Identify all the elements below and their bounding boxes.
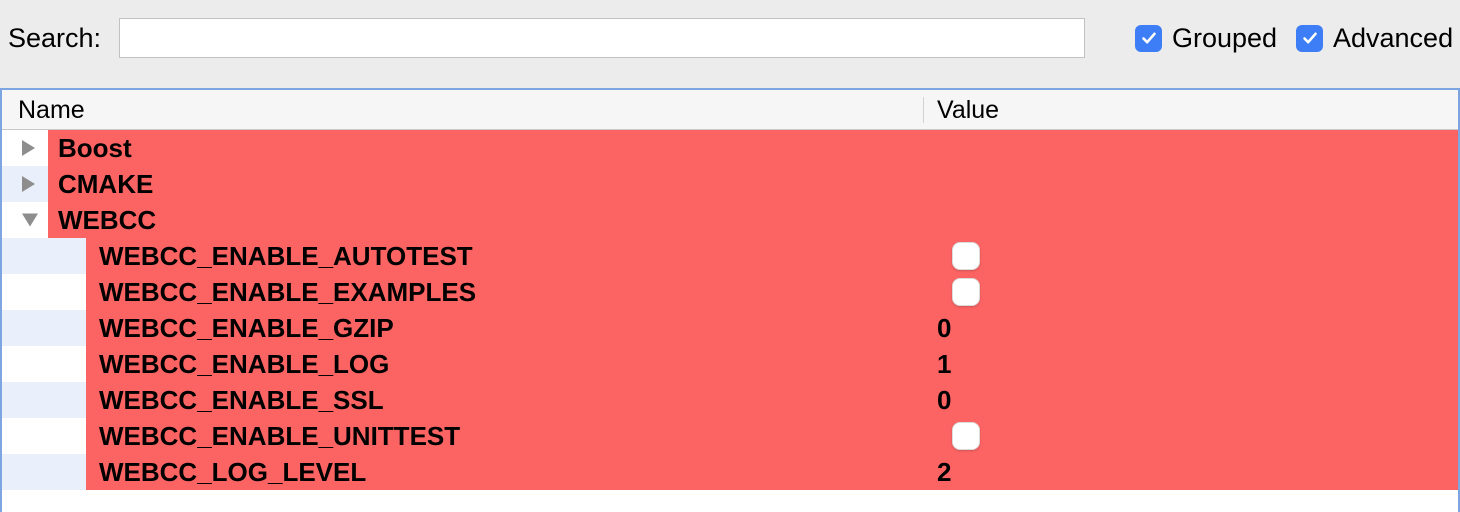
row-highlight-band: WEBCC_ENABLE_UNITTEST [86, 418, 1458, 454]
value-text[interactable]: 0 [937, 385, 952, 415]
row-indent-gutter [2, 454, 86, 490]
variable-row[interactable]: WEBCC_ENABLE_SSL 0 [2, 382, 1458, 418]
expand-triangle-icon[interactable] [22, 176, 35, 192]
group-row[interactable]: CMAKE [2, 166, 1458, 202]
variable-name: WEBCC_ENABLE_SSL [99, 384, 384, 415]
search-label: Search: [8, 22, 102, 53]
row-highlight-band: WEBCC_ENABLE_GZIP [86, 310, 1458, 346]
variable-row[interactable]: WEBCC_ENABLE_EXAMPLES [2, 274, 1458, 310]
variable-row[interactable]: WEBCC_ENABLE_AUTOTEST [2, 238, 1458, 274]
variable-name: WEBCC_ENABLE_EXAMPLES [99, 276, 477, 307]
column-header-value[interactable]: Value [937, 96, 1000, 124]
group-row[interactable]: Boost [2, 130, 1458, 166]
variable-name: WEBCC_ENABLE_AUTOTEST [99, 240, 473, 271]
row-indent-gutter [2, 346, 86, 382]
row-indent-gutter [2, 382, 86, 418]
row-highlight-band: Boost [48, 130, 1458, 166]
table-header: Name Value [2, 90, 1458, 130]
variable-name: WEBCC_ENABLE_UNITTEST [99, 420, 461, 451]
row-indent-gutter [2, 418, 86, 454]
value-text[interactable]: 1 [937, 349, 952, 379]
search-toolbar: Search: Grouped Advanced [0, 0, 1460, 88]
row-highlight-band: WEBCC_ENABLE_SSL [86, 382, 1458, 418]
expand-triangle-icon[interactable] [22, 140, 35, 156]
advanced-checkbox[interactable] [1296, 24, 1323, 52]
cache-variables-table: Name Value Boost CMAKE WEBCC WEBCC_ENABLE_A… [0, 88, 1460, 512]
table-body: Boost CMAKE WEBCC WEBCC_ENABLE_AUTOTEST WEBC… [2, 130, 1458, 512]
group-name: CMAKE [58, 168, 154, 199]
search-input[interactable] [119, 18, 1085, 58]
row-highlight-band: WEBCC_ENABLE_AUTOTEST [86, 238, 1458, 274]
advanced-checkbox-group[interactable]: Advanced [1296, 0, 1453, 76]
value-checkbox[interactable] [952, 422, 980, 450]
grouped-checkbox-group[interactable]: Grouped [1135, 0, 1277, 76]
variable-row[interactable]: WEBCC_ENABLE_LOG 1 [2, 346, 1458, 382]
group-name: Boost [58, 132, 132, 163]
group-row[interactable]: WEBCC [2, 202, 1458, 238]
value-text[interactable]: 2 [937, 457, 952, 487]
grouped-checkbox-label: Grouped [1172, 22, 1278, 53]
variable-row[interactable]: WEBCC_ENABLE_GZIP 0 [2, 310, 1458, 346]
advanced-checkbox-label: Advanced [1333, 22, 1454, 53]
variable-name: WEBCC_LOG_LEVEL [99, 456, 367, 487]
row-highlight-band: WEBCC_ENABLE_LOG [86, 346, 1458, 382]
row-highlight-band: WEBCC_ENABLE_EXAMPLES [86, 274, 1458, 310]
column-divider[interactable] [923, 97, 924, 123]
value-checkbox[interactable] [952, 242, 980, 270]
row-indent-gutter [2, 310, 86, 346]
row-indent-gutter [2, 238, 86, 274]
row-indent-gutter [2, 274, 86, 310]
row-highlight-band: WEBCC_LOG_LEVEL [86, 454, 1458, 490]
variable-name: WEBCC_ENABLE_GZIP [99, 312, 394, 343]
column-header-name[interactable]: Name [18, 96, 85, 124]
value-text[interactable]: 0 [937, 313, 952, 343]
group-name: WEBCC [58, 204, 157, 235]
collapse-triangle-icon[interactable] [22, 213, 38, 227]
checkmark-icon [1140, 29, 1158, 47]
row-highlight-band: CMAKE [48, 166, 1458, 202]
variable-row[interactable]: WEBCC_ENABLE_UNITTEST [2, 418, 1458, 454]
variable-name: WEBCC_ENABLE_LOG [99, 348, 390, 379]
row-highlight-band: WEBCC [48, 202, 1458, 238]
grouped-checkbox[interactable] [1135, 24, 1162, 52]
variable-row[interactable]: WEBCC_LOG_LEVEL 2 [2, 454, 1458, 490]
checkmark-icon [1301, 29, 1319, 47]
value-checkbox[interactable] [952, 278, 980, 306]
